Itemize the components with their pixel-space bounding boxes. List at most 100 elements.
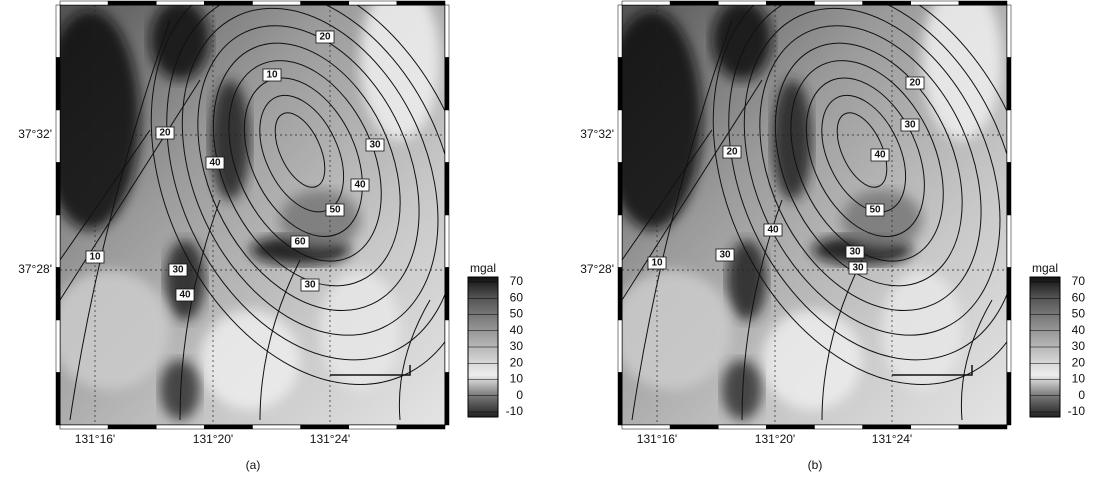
frame-segment (60, 1, 108, 5)
colorbar-tick-label: 70 (1072, 274, 1086, 288)
contour-label: 60 (294, 237, 306, 248)
panel: 20 10 30 20 40 40 50 60 10 30 40 30 37°32' 37°28' 131°… (18, 0, 539, 472)
frame-segment (56, 215, 60, 268)
contour-label: 50 (869, 205, 881, 216)
colorbar-unit: mgal (1032, 261, 1058, 275)
contour-label: 30 (369, 140, 381, 151)
contour-label: 30 (904, 120, 916, 131)
longitude-label: 131°16' (637, 432, 677, 446)
frame-segment (108, 1, 156, 5)
frame-segment (445, 163, 449, 216)
contour-label: 20 (319, 32, 331, 43)
frame-segment (56, 373, 60, 426)
frame-segment (349, 425, 397, 429)
colorbar-tick-label: -10 (1068, 404, 1086, 418)
contour-label: 30 (719, 250, 731, 261)
anomaly-shading (320, 270, 400, 390)
frame-segment (1007, 373, 1011, 426)
colorbar-tick-label: 0 (516, 388, 523, 402)
frame-segment (1007, 5, 1011, 58)
frame-segment (253, 1, 301, 5)
map (602, 0, 1101, 437)
colorbar-unit: mgal (470, 261, 496, 275)
colorbar-tick-label: 10 (510, 372, 524, 386)
contour-label: 30 (172, 265, 184, 276)
frame-segment (863, 425, 911, 429)
contour-label: 20 (909, 78, 921, 89)
page: {"panels": [ {"caption": "(a)", "latitud… (0, 0, 1115, 478)
colorbar-tick-label: 50 (1072, 307, 1086, 321)
frame-segment (815, 1, 863, 5)
caption: (a) (246, 458, 261, 472)
contour-label: 30 (852, 263, 864, 274)
contour-label: 40 (767, 225, 779, 236)
anomaly-shading (150, 0, 210, 80)
map (40, 0, 539, 437)
colorbar-tick-label: 30 (1072, 339, 1086, 353)
frame-segment (1007, 320, 1011, 373)
panel: 20 30 20 40 50 40 30 10 30 30 37°32' 37°28' 131°16' 1… (580, 0, 1101, 472)
frame-segment (618, 268, 622, 321)
latitude-label: 37°32' (18, 127, 52, 141)
latitude-label: 37°32' (580, 127, 614, 141)
frame-segment (670, 1, 718, 5)
frame-segment (445, 373, 449, 426)
contour-label: 30 (849, 247, 861, 258)
frame-segment (670, 425, 718, 429)
frame-segment (766, 1, 814, 5)
contour-label: 20 (159, 128, 171, 139)
contour-label: 30 (304, 280, 316, 291)
colorbar-tick-label: 0 (1078, 388, 1085, 402)
frame-segment (445, 320, 449, 373)
frame-segment (815, 425, 863, 429)
colorbar-tick-label: 20 (510, 355, 524, 369)
frame-segment (156, 1, 204, 5)
frame-segment (911, 425, 959, 429)
contour-label: 40 (874, 150, 886, 161)
colorbar-tick-label: 10 (1072, 372, 1086, 386)
anomaly-shading (762, 310, 862, 410)
latitude-label: 37°28' (18, 262, 52, 276)
caption: (b) (808, 458, 823, 472)
frame-segment (718, 425, 766, 429)
frame-segment (959, 1, 1007, 5)
contour-label: 10 (651, 258, 663, 269)
frame-segment (156, 425, 204, 429)
frame-segment (253, 425, 301, 429)
frame-segment (618, 110, 622, 163)
frame-segment (618, 215, 622, 268)
contour-label: 40 (354, 180, 366, 191)
frame-segment (622, 425, 670, 429)
frame-segment (618, 163, 622, 216)
contour-label: 40 (179, 290, 191, 301)
colorbar-tick-label: 70 (510, 274, 524, 288)
latitude-label: 37°28' (580, 262, 614, 276)
frame-segment (397, 1, 445, 5)
frame-segment (204, 1, 252, 5)
colorbar-tick-label: 40 (510, 323, 524, 337)
contour-label: 40 (209, 158, 221, 169)
longitude-label: 131°20' (755, 432, 795, 446)
frame-segment (349, 1, 397, 5)
frame-segment (445, 5, 449, 58)
anomaly-shading (712, 0, 772, 80)
colorbar-tick-label: 60 (510, 290, 524, 304)
contour-label: 50 (329, 205, 341, 216)
frame-segment (1007, 58, 1011, 111)
longitude-label: 131°24' (872, 432, 912, 446)
colorbar-tick-label: 40 (1072, 323, 1086, 337)
frame-segment (718, 1, 766, 5)
frame-segment (445, 58, 449, 111)
contour-label: 10 (266, 70, 278, 81)
frame-segment (863, 1, 911, 5)
frame-segment (618, 58, 622, 111)
frame-segment (911, 1, 959, 5)
frame-segment (56, 110, 60, 163)
frame-segment (445, 268, 449, 321)
longitude-label: 131°16' (75, 432, 115, 446)
frame-segment (618, 373, 622, 426)
colorbar-tick-label: 20 (1072, 355, 1086, 369)
colorbar-tick-label: -10 (506, 404, 524, 418)
frame-segment (618, 320, 622, 373)
frame-segment (959, 425, 1007, 429)
